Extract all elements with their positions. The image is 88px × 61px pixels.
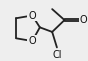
Text: O: O	[28, 10, 36, 20]
Text: O: O	[80, 15, 87, 25]
Text: O: O	[28, 36, 36, 46]
Text: Cl: Cl	[52, 50, 62, 60]
